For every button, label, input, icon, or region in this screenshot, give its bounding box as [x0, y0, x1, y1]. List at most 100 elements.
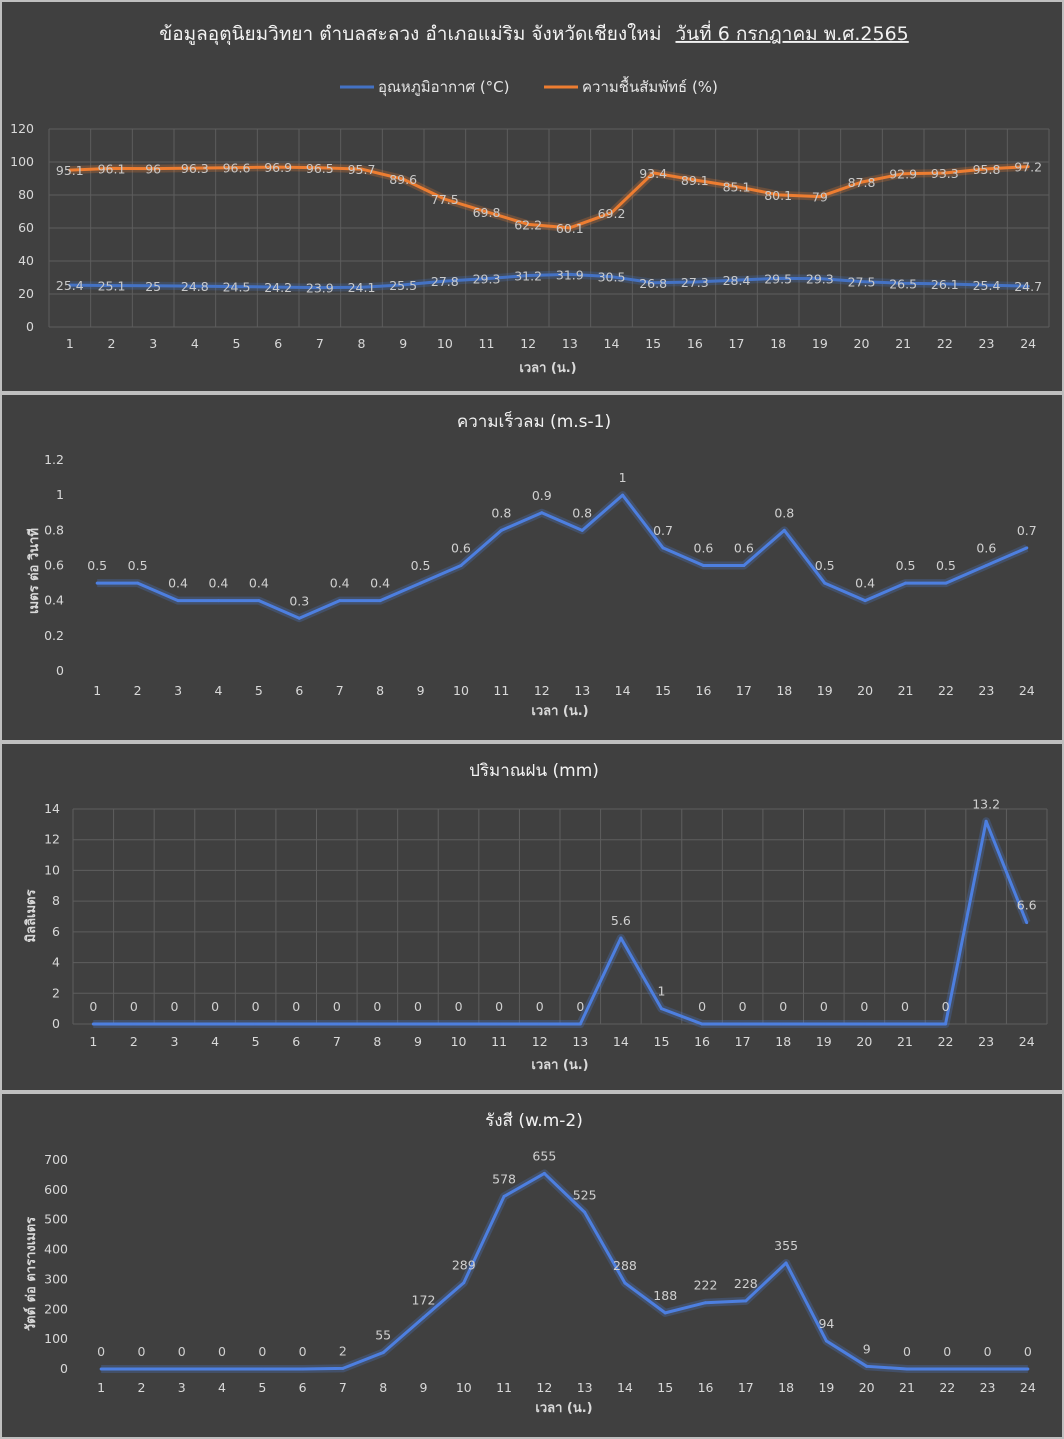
- x-tick-label: 4: [218, 1380, 226, 1395]
- data-point: [1026, 284, 1030, 288]
- data-label: 0: [860, 999, 868, 1014]
- x-tick-label: 1: [66, 336, 74, 351]
- data-label: 0.8: [491, 505, 511, 520]
- data-label: 0: [97, 1344, 105, 1359]
- data-label: 30.5: [598, 270, 626, 285]
- x-tick-label: 19: [818, 1380, 834, 1395]
- x-tick-label: 17: [736, 683, 752, 698]
- data-label: 27.5: [848, 275, 876, 290]
- data-label: 0.4: [168, 576, 188, 591]
- data-label: 0: [779, 999, 787, 1014]
- data-point: [401, 177, 405, 181]
- temp-humidity-chart: ข้อมูลอุตุนิยมวิทยา ตำบลสะลวง อำเภอแม่ริ…: [10, 20, 1050, 376]
- data-label: 24.8: [181, 279, 209, 294]
- data-label: 96.5: [306, 161, 334, 176]
- data-point: [360, 285, 363, 289]
- x-tick-label: 1: [97, 1380, 105, 1395]
- y-tick-label: 300: [44, 1271, 68, 1286]
- data-point: [984, 564, 988, 567]
- data-label: 25.4: [56, 278, 84, 293]
- data-point: [863, 599, 867, 603]
- data-point: [68, 168, 72, 172]
- data-point: [701, 564, 705, 567]
- x-tick-label: 24: [1020, 336, 1036, 351]
- data-label: 0: [942, 999, 950, 1014]
- data-point: [776, 276, 780, 280]
- x-tick-label: 8: [376, 683, 384, 698]
- data-point: [338, 599, 342, 603]
- data-label: 289: [452, 1258, 476, 1273]
- x-tick-label: 19: [816, 1034, 832, 1049]
- y-tick-label: 120: [10, 121, 34, 136]
- x-tick-label: 21: [895, 336, 911, 351]
- data-point: [375, 1022, 379, 1026]
- data-label: 69.2: [598, 206, 626, 221]
- y-tick-label: 20: [18, 286, 34, 301]
- data-point: [193, 166, 197, 170]
- data-point: [1025, 546, 1029, 550]
- data-label: 0: [495, 999, 503, 1014]
- x-tick-label: 6: [299, 1380, 307, 1395]
- x-tick-label: 6: [295, 683, 303, 698]
- data-label: 0: [739, 999, 747, 1014]
- data-point: [568, 272, 572, 276]
- x-tick-label: 16: [696, 683, 712, 698]
- radiation-chart: รังสี (w.m-2) วัตต์ ต่อ ตารางเมตร 010020…: [23, 1111, 1036, 1416]
- data-label: 0: [292, 999, 300, 1014]
- data-label: 6.6: [1017, 898, 1037, 913]
- series-line: [93, 819, 1029, 1026]
- data-point: [619, 936, 623, 940]
- y-tick-label: 0: [52, 1016, 60, 1031]
- data-point: [693, 280, 697, 284]
- data-point: [526, 222, 530, 226]
- x-tick-label: 5: [252, 1034, 260, 1049]
- x-tick-label: 19: [812, 336, 828, 351]
- data-point: [651, 281, 655, 285]
- data-point: [818, 195, 822, 199]
- data-label: 0.5: [411, 558, 431, 573]
- data-point: [276, 165, 280, 169]
- data-label: 0.4: [370, 576, 390, 591]
- data-point: [193, 284, 197, 288]
- data-label: 0: [299, 1344, 307, 1359]
- data-label: 0.9: [532, 488, 552, 503]
- series-line: [69, 272, 1029, 290]
- data-point: [497, 1022, 501, 1026]
- x-tick-label: 11: [479, 336, 495, 351]
- data-label: 60.1: [556, 221, 584, 236]
- x-tick-label: 19: [817, 683, 833, 698]
- x-tick-label: 16: [698, 1380, 714, 1395]
- data-point: [578, 1022, 582, 1026]
- chart-title: รังสี (w.m-2): [485, 1111, 583, 1131]
- wind-speed-panel: ความเร็วลม (m.s-1) เมตร ต่อ วินาที 0 0.2 0…: [2, 395, 1062, 740]
- y-tick-label: 600: [44, 1182, 68, 1197]
- data-label: 0.6: [976, 541, 996, 556]
- data-point: [904, 581, 908, 585]
- x-axis-title: เวลา (น.): [531, 1058, 588, 1073]
- data-label: 27.3: [681, 275, 709, 290]
- data-label: 0.6: [694, 541, 714, 556]
- data-point: [984, 819, 988, 823]
- data-point: [257, 599, 261, 603]
- data-label: 96: [145, 162, 161, 177]
- data-point: [583, 1210, 587, 1214]
- data-label: 0.3: [289, 593, 309, 608]
- x-tick-label: 12: [520, 336, 536, 351]
- data-label: 29.5: [764, 271, 792, 286]
- data-point: [416, 1022, 420, 1026]
- x-tick-label: 18: [770, 336, 786, 351]
- x-tick-label: 14: [613, 1034, 629, 1049]
- x-tick-label: 5: [233, 336, 241, 351]
- legend: อุณหภูมิอากาศ (°C) ความชื้นสัมพัทธ์ (%): [340, 76, 718, 97]
- y-tick-label: 80: [18, 187, 34, 202]
- y-tick-label: 10: [44, 862, 60, 877]
- data-label: 26.1: [931, 277, 959, 292]
- data-point: [610, 275, 613, 279]
- data-point: [744, 1299, 748, 1303]
- x-tick-label: 10: [453, 683, 469, 698]
- data-label: 26.8: [639, 276, 667, 291]
- data-point: [621, 493, 625, 497]
- data-label: 0.5: [87, 558, 107, 573]
- data-label: 69.8: [473, 205, 501, 220]
